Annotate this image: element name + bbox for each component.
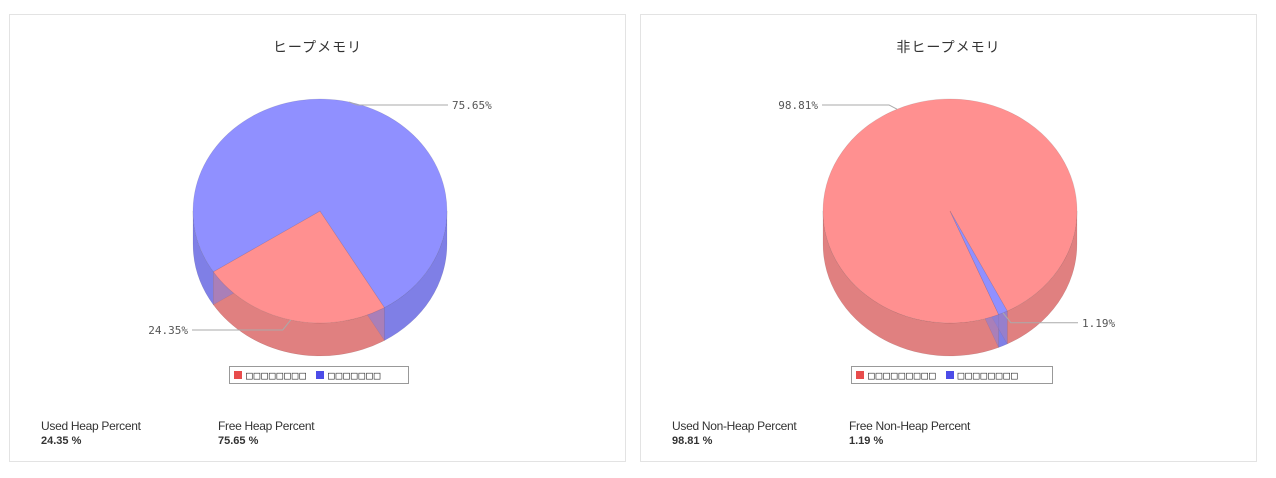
stat-value: 98.81 % — [672, 435, 713, 447]
pie-label-leader — [822, 104, 898, 110]
stat-value: 75.65 % — [218, 435, 259, 447]
pie-slice-label: 75.65% — [452, 99, 492, 112]
pie-slice-label: 1.19% — [1082, 317, 1115, 330]
pie-label-leader — [1002, 312, 1078, 324]
used-legend-swatch — [856, 371, 864, 379]
legend-label-free: □□□□□□□ — [327, 368, 382, 382]
stat-label: Used Non-Heap Percent — [672, 419, 797, 433]
used-heap-stat: Used Heap Percent 24.35 % — [41, 419, 141, 447]
non-heap-pie-chart: 98.81% 1.19% — [778, 98, 1115, 357]
chart-legend: □□□□□□□□□ □□□□□□□□ — [851, 366, 1053, 384]
legend-label-used: □□□□□□□□ — [246, 368, 307, 382]
non-heap-memory-panel: 非ヒープメモリ 98.81% 1.19% □□□□□□□□□ □□□□□□□□ U… — [640, 14, 1257, 462]
used-non-heap-stat: Used Non-Heap Percent 98.81 % — [672, 419, 797, 447]
panel-title: ヒープメモリ — [272, 40, 363, 56]
free-legend-swatch — [945, 371, 954, 379]
pie-slice-wall-used — [822, 210, 999, 357]
free-legend-swatch — [315, 371, 324, 379]
stat-label: Used Heap Percent — [41, 419, 141, 433]
pie-slice-wall-used — [1006, 210, 1078, 345]
pie-slice-label: 24.35% — [148, 324, 188, 337]
pie-label-leader — [349, 101, 448, 106]
panel-title: 非ヒープメモリ — [896, 40, 1001, 56]
stat-label: Free Non-Heap Percent — [849, 419, 971, 433]
stat-value: 24.35 % — [41, 435, 82, 447]
pie-slice-label: 98.81% — [778, 99, 818, 112]
chart-legend: □□□□□□□□ □□□□□□□ — [229, 366, 409, 384]
legend-label-free: □□□□□□□□ — [957, 368, 1019, 382]
free-heap-stat: Free Heap Percent 75.65 % — [218, 419, 315, 447]
legend-label-used: □□□□□□□□□ — [868, 368, 937, 382]
used-legend-swatch — [234, 371, 242, 379]
pie-label-leader — [192, 319, 292, 331]
free-non-heap-stat: Free Non-Heap Percent 1.19 % — [849, 419, 970, 447]
heap-memory-panel: ヒープメモリ 24.35% 75.65% □□□□□□□□ □□□□□□□ Use… — [9, 14, 626, 462]
stat-label: Free Heap Percent — [218, 419, 315, 433]
stat-value: 1.19 % — [849, 435, 884, 447]
pie-slice-used — [212, 210, 385, 324]
heap-pie-chart: 24.35% 75.65% — [148, 98, 492, 357]
